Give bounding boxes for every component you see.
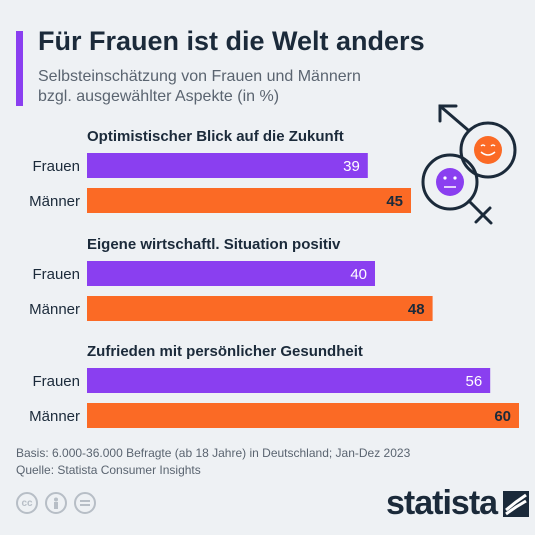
license-icons: cc: [16, 492, 96, 514]
brand-name: statista: [386, 484, 498, 522]
category-label: Männer: [29, 193, 80, 210]
data-label: 56: [466, 373, 483, 390]
data-label: 48: [408, 301, 425, 318]
chart-subtitle: Selbsteinschätzung von Frauen und Männer…: [38, 68, 361, 105]
footer-basis: Basis: 6.000-36.000 Befragte (ab 18 Jahr…: [16, 446, 411, 460]
no-derivatives-icon[interactable]: [74, 492, 96, 514]
bar-chart: Optimistischer Blick auf die Zukunft Frau…: [29, 128, 519, 428]
bar: [87, 153, 368, 178]
category-label: Frauen: [32, 373, 80, 390]
category-label: Frauen: [32, 266, 80, 283]
statista-mark-icon: [503, 490, 530, 517]
smiling-face-icon: [474, 136, 502, 164]
bar: [87, 261, 375, 286]
category-label: Männer: [29, 408, 80, 425]
male-symbol-icon: [438, 104, 517, 179]
attribution-icon[interactable]: [45, 492, 67, 514]
chart-title: Für Frauen ist die Welt anders: [38, 26, 425, 56]
bar: [87, 188, 411, 213]
person-glyph: [54, 497, 58, 509]
neutral-face-icon: [436, 168, 464, 196]
category-label: Frauen: [32, 158, 80, 175]
statista-logo[interactable]: statista: [386, 484, 530, 523]
data-label: 39: [343, 158, 360, 175]
female-symbol-icon: [421, 153, 493, 225]
data-label: 60: [494, 408, 511, 425]
creative-commons-icon[interactable]: cc: [16, 492, 38, 514]
bar: [87, 368, 491, 393]
data-label: 45: [386, 193, 403, 210]
footer-source: Quelle: Statista Consumer Insights: [16, 463, 201, 477]
title-accent-bar: [16, 31, 23, 106]
group-title: Zufrieden mit persönlicher Gesundheit: [87, 343, 363, 360]
equals-glyph: [80, 500, 90, 506]
group-title: Optimistischer Blick auf die Zukunft: [87, 128, 344, 145]
category-label: Männer: [29, 301, 80, 318]
data-label: 40: [350, 266, 367, 283]
group-title: Eigene wirtschaftl. Situation positiv: [87, 236, 341, 253]
bar: [87, 296, 433, 321]
bar: [87, 403, 519, 428]
